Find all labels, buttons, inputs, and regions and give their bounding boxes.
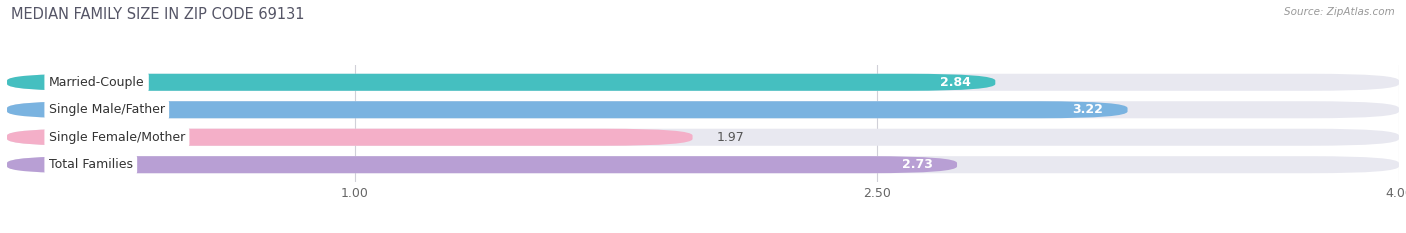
Text: 3.22: 3.22 bbox=[1073, 103, 1104, 116]
Text: Source: ZipAtlas.com: Source: ZipAtlas.com bbox=[1284, 7, 1395, 17]
FancyBboxPatch shape bbox=[7, 129, 693, 146]
Text: Single Female/Mother: Single Female/Mother bbox=[49, 131, 186, 144]
FancyBboxPatch shape bbox=[7, 74, 1399, 91]
FancyBboxPatch shape bbox=[7, 101, 1399, 118]
FancyBboxPatch shape bbox=[7, 156, 1399, 173]
Text: 2.73: 2.73 bbox=[901, 158, 932, 171]
Text: 2.84: 2.84 bbox=[941, 76, 972, 89]
Text: Single Male/Father: Single Male/Father bbox=[49, 103, 165, 116]
FancyBboxPatch shape bbox=[7, 129, 1399, 146]
FancyBboxPatch shape bbox=[7, 74, 995, 91]
Text: Total Families: Total Families bbox=[49, 158, 132, 171]
Text: Married-Couple: Married-Couple bbox=[49, 76, 145, 89]
FancyBboxPatch shape bbox=[7, 156, 957, 173]
FancyBboxPatch shape bbox=[7, 101, 1128, 118]
Text: 1.97: 1.97 bbox=[717, 131, 745, 144]
Text: MEDIAN FAMILY SIZE IN ZIP CODE 69131: MEDIAN FAMILY SIZE IN ZIP CODE 69131 bbox=[11, 7, 305, 22]
